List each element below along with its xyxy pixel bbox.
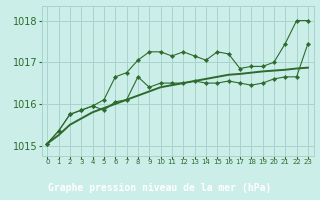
Text: Graphe pression niveau de la mer (hPa): Graphe pression niveau de la mer (hPa) (48, 183, 272, 193)
